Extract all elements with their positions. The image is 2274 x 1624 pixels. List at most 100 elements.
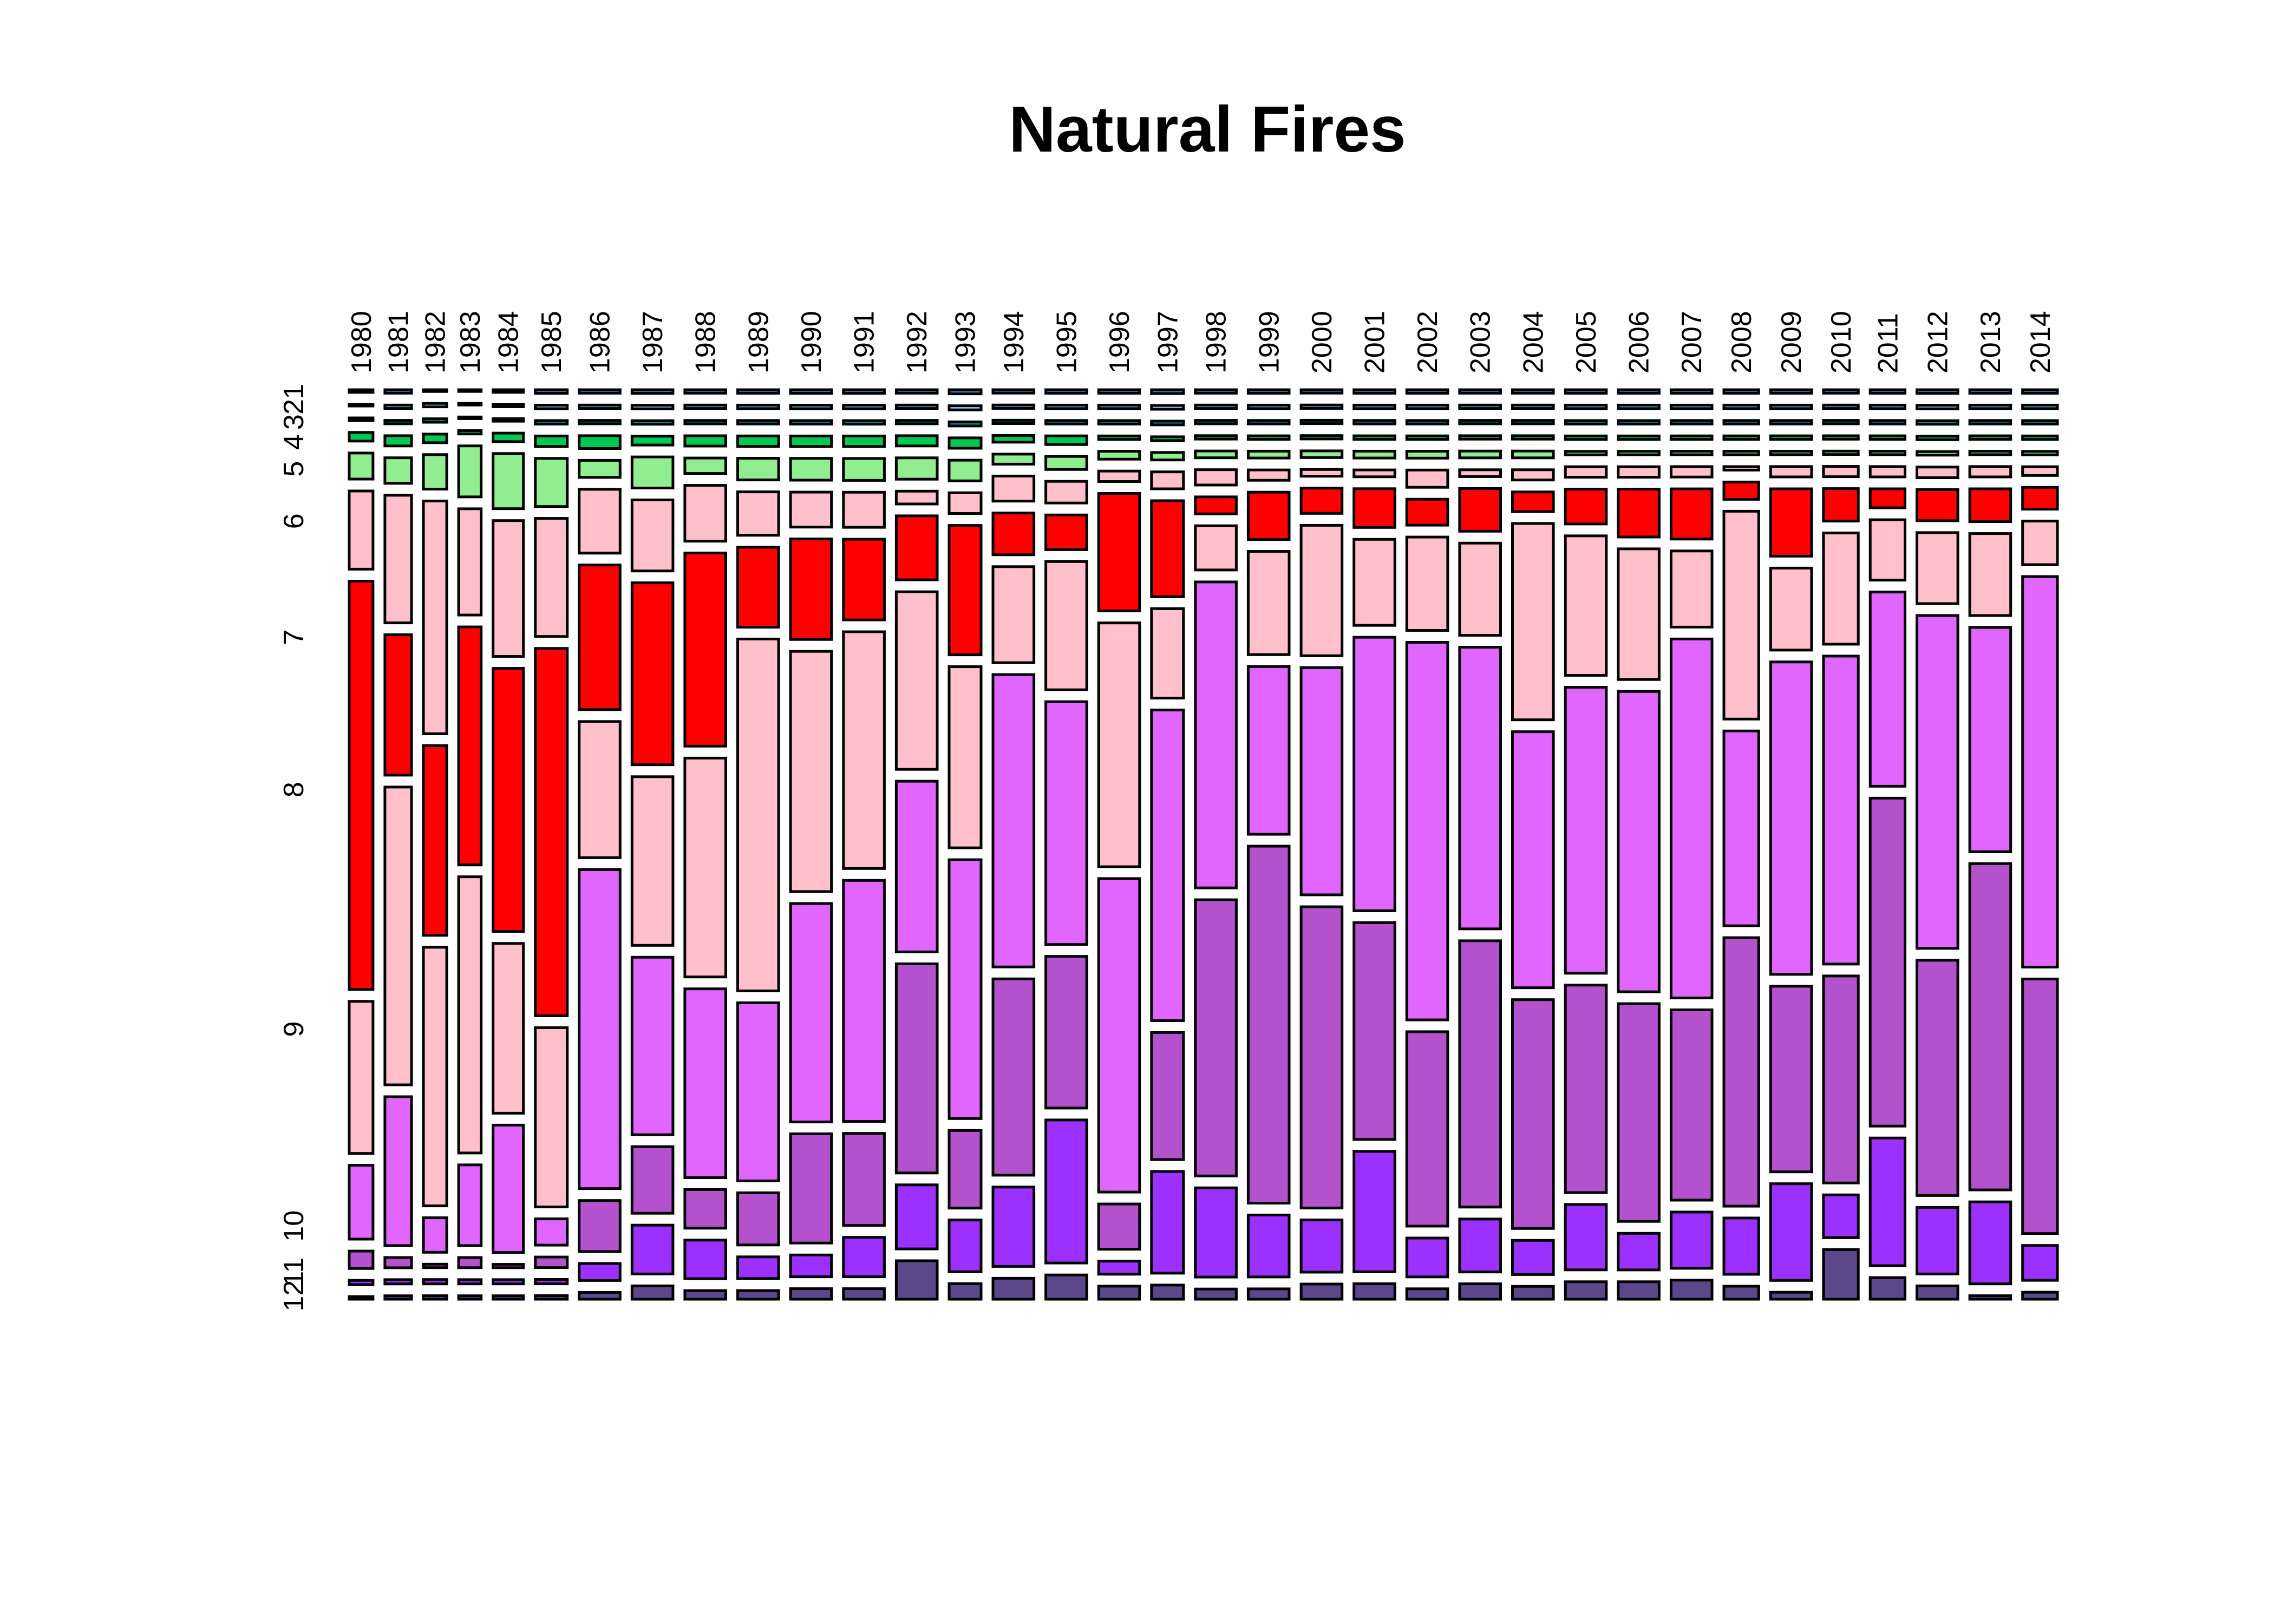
mosaic-tile-1994-6 <box>991 474 1036 503</box>
mosaic-tile-2013-7 <box>1968 487 2012 523</box>
mosaic-tile-2006-12 <box>1617 1280 1661 1301</box>
mosaic-tile-1991-4 <box>842 434 886 448</box>
mosaic-tile-1998-1 <box>1194 388 1238 395</box>
mosaic-tile-2005-4 <box>1564 434 1608 441</box>
mosaic-tile-1995-8 <box>1044 560 1088 691</box>
mosaic-tile-1982-12 <box>422 1294 448 1301</box>
mosaic-tile-2008-12 <box>1722 1285 1760 1301</box>
mosaic-tile-1984-8 <box>492 942 525 1115</box>
mosaic-tile-2010-1 <box>1822 388 1860 395</box>
month-label-7: 7 <box>278 630 310 645</box>
mosaic-tile-1984-1 <box>492 388 525 394</box>
mosaic-tile-1996-5 <box>1097 450 1141 461</box>
mosaic-tile-1991-12 <box>842 1287 886 1301</box>
mosaic-tile-1993-11 <box>948 1219 983 1273</box>
mosaic-tile-2001-8 <box>1352 538 1396 627</box>
mosaic-tile-2013-1 <box>1968 388 2012 395</box>
year-label-1986: 1986 <box>585 311 616 374</box>
mosaic-tile-1986-11 <box>578 1262 622 1282</box>
mosaic-tile-1986-8 <box>578 720 622 859</box>
mosaic-tile-1985-11 <box>534 1278 569 1286</box>
mosaic-tile-1993-10 <box>948 1129 983 1210</box>
mosaic-tile-1989-12 <box>736 1289 780 1301</box>
mosaic-tile-2002-3 <box>1405 419 1449 425</box>
month-label-8: 8 <box>278 782 310 797</box>
mosaic-tile-1994-4 <box>991 434 1036 444</box>
mosaic-tile-1981-7 <box>383 633 413 777</box>
year-label-1994: 1994 <box>998 311 1030 374</box>
mosaic-tile-1990-1 <box>789 388 833 395</box>
mosaic-tile-1998-4 <box>1194 434 1238 441</box>
mosaic-tile-1999-5 <box>1246 449 1291 460</box>
mosaic-tile-1981-12 <box>383 1294 413 1301</box>
mosaic-tile-2014-10 <box>2021 978 2059 1235</box>
mosaic-tile-1994-3 <box>991 418 1036 425</box>
year-label-1984: 1984 <box>493 311 525 374</box>
mosaic-tile-2009-1 <box>1769 388 1813 395</box>
month-label-11: 11 <box>278 1258 310 1287</box>
mosaic-tile-2006-5 <box>1617 450 1661 456</box>
mosaic-tile-1997-1 <box>1150 388 1185 395</box>
mosaic-tile-1996-6 <box>1097 469 1141 483</box>
mosaic-tile-2011-5 <box>1868 450 1906 456</box>
mosaic-tile-2010-7 <box>1822 487 1860 523</box>
mosaic-tile-1985-9 <box>534 1217 569 1247</box>
mosaic-tile-1995-4 <box>1044 434 1088 446</box>
mosaic-tile-2000-10 <box>1299 905 1344 1210</box>
mosaic-tile-1986-3 <box>578 419 622 425</box>
mosaic-tile-2011-4 <box>1868 434 1906 441</box>
mosaic-tile-1998-11 <box>1194 1186 1238 1279</box>
year-label-2003: 2003 <box>1465 311 1497 374</box>
mosaic-tile-1988-1 <box>683 388 728 395</box>
mosaic-tile-2004-1 <box>1511 388 1555 395</box>
mosaic-tile-1983-11 <box>457 1278 483 1286</box>
mosaic-tile-1985-5 <box>534 457 569 508</box>
mosaic-tile-1996-11 <box>1097 1260 1141 1276</box>
mosaic-tile-1988-8 <box>683 756 728 979</box>
year-label-2010: 2010 <box>1826 311 1857 374</box>
mosaic-tile-2005-12 <box>1564 1280 1608 1301</box>
mosaic-tile-1998-8 <box>1194 524 1238 572</box>
mosaic-tile-1985-4 <box>534 434 569 448</box>
mosaic-tile-2004-5 <box>1511 449 1555 460</box>
mosaic-tile-2006-1 <box>1617 388 1661 395</box>
mosaic-tile-1980-5 <box>348 451 375 481</box>
mosaic-tile-1986-1 <box>578 388 622 395</box>
mosaic-tile-1987-10 <box>630 1145 675 1215</box>
year-label-2009: 2009 <box>1776 311 1807 374</box>
mosaic-tile-2014-1 <box>2021 388 2059 395</box>
mosaic-tile-2006-3 <box>1617 419 1661 425</box>
year-label-2000: 2000 <box>1306 311 1338 374</box>
mosaic-tile-1997-8 <box>1150 607 1185 700</box>
mosaic-tile-2012-7 <box>1916 488 1959 522</box>
mosaic-tile-2014-3 <box>2021 419 2059 425</box>
mosaic-tile-1987-11 <box>630 1223 675 1275</box>
mosaic-tile-1984-7 <box>492 667 525 933</box>
mosaic-tile-1982-4 <box>422 433 448 444</box>
mosaic-tile-1992-8 <box>894 590 939 771</box>
mosaic-tile-2003-8 <box>1458 541 1502 637</box>
mosaic-tile-2008-4 <box>1722 434 1760 441</box>
mosaic-tile-1981-10 <box>383 1256 413 1269</box>
mosaic-tile-1995-1 <box>1044 388 1088 395</box>
mosaic-tile-1992-2 <box>894 403 939 410</box>
mosaic-tile-2004-7 <box>1511 490 1555 513</box>
mosaic-tile-2013-9 <box>1968 626 2012 853</box>
year-labels: 1980 1981 1982 1983 1984 1985 1986 1987 1988 1989… <box>346 311 2056 374</box>
mosaic-tile-2008-2 <box>1722 403 1760 410</box>
mosaic-tile-2010-9 <box>1822 654 1860 966</box>
mosaic-tile-2003-2 <box>1458 403 1502 410</box>
mosaic-tile-2006-11 <box>1617 1232 1661 1272</box>
mosaic-tile-2012-1 <box>1916 388 1959 395</box>
mosaic-tile-2013-6 <box>1968 465 2012 479</box>
mosaic-tile-1998-2 <box>1194 403 1238 410</box>
mosaic-tile-2010-6 <box>1822 465 1860 479</box>
mosaic-tile-2000-8 <box>1299 523 1344 657</box>
mosaic-tile-2003-6 <box>1458 468 1502 478</box>
mosaic-tile-2012-10 <box>1916 959 1959 1197</box>
mosaic-tile-2005-2 <box>1564 403 1608 410</box>
mosaic-tile-2013-2 <box>1968 403 2012 410</box>
mosaic-tile-1998-6 <box>1194 468 1238 487</box>
mosaic-tile-2002-12 <box>1405 1287 1449 1301</box>
